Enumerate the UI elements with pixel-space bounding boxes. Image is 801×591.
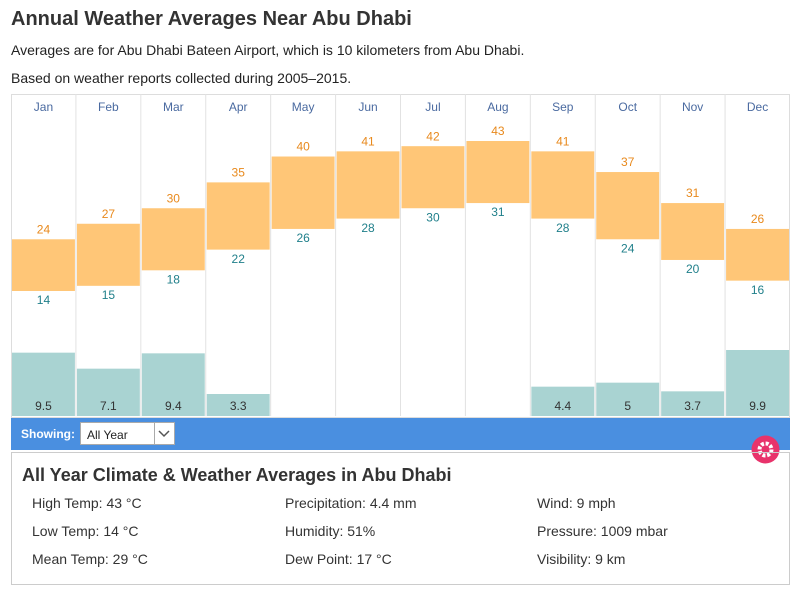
high-label: 27: [102, 207, 116, 221]
precip-bar: [12, 352, 75, 416]
month-label: Jul: [425, 100, 440, 114]
precip-bar: [661, 391, 725, 416]
page-title: Annual Weather Averages Near Abu Dhabi: [11, 8, 412, 30]
summary-title: All Year Climate & Weather Averages in A…: [22, 465, 452, 485]
temp-range-bar: [531, 151, 595, 219]
high-label: 41: [361, 135, 375, 149]
low-label: 30: [426, 210, 440, 224]
low-label: 20: [686, 262, 700, 276]
month-label: Feb: [98, 100, 119, 114]
high-label: 42: [426, 129, 440, 143]
low-label: 31: [491, 205, 505, 219]
precip-bar: [76, 368, 140, 416]
precip-bar: [726, 350, 789, 416]
month-label: Jun: [358, 100, 377, 114]
month-label: Apr: [229, 100, 248, 114]
low-label: 16: [751, 283, 765, 297]
low-label: 26: [296, 231, 310, 245]
precip-label: 9.5: [35, 399, 52, 413]
month-label: Nov: [682, 100, 703, 114]
month-label: Oct: [618, 100, 637, 114]
low-label: 14: [37, 293, 51, 307]
stat: Low Temp: 14 °C: [32, 523, 139, 539]
month-label: Jan: [34, 100, 53, 114]
stat: Pressure: 1009 mbar: [537, 523, 668, 539]
precip-bar: [206, 394, 270, 416]
high-label: 43: [491, 124, 505, 138]
stat: Wind: 9 mph: [537, 495, 616, 511]
temp-range-bar: [271, 156, 335, 229]
stat: Visibility: 9 km: [537, 551, 626, 567]
temp-range-bar: [661, 203, 725, 260]
toolbar: Showing: All Year: [11, 418, 790, 450]
month-label: Dec: [747, 100, 768, 114]
period-select[interactable]: All Year: [80, 422, 175, 445]
month-label: Mar: [163, 100, 184, 114]
temp-range-bar: [401, 146, 465, 209]
temp-range-bar: [726, 228, 789, 281]
precip-label: 9.9: [749, 399, 766, 413]
low-label: 22: [232, 252, 246, 266]
high-label: 26: [751, 212, 765, 226]
temp-range-bar: [336, 151, 400, 219]
low-label: 28: [361, 221, 375, 235]
stat: Humidity: 51%: [285, 523, 376, 539]
precip-bar: [596, 382, 660, 416]
temp-range-bar: [466, 141, 530, 204]
high-label: 37: [621, 155, 635, 169]
low-label: 24: [621, 241, 635, 255]
precip-label: 9.4: [165, 399, 182, 413]
temp-range-bar: [596, 172, 660, 240]
select-value: All Year: [87, 428, 128, 442]
low-label: 18: [167, 272, 181, 286]
low-label: 28: [556, 221, 570, 235]
high-label: 35: [232, 166, 246, 180]
month-label: May: [292, 100, 315, 114]
subtitle: Averages are for Abu Dhabi Bateen Airpor…: [11, 42, 525, 58]
temp-range-bar: [12, 239, 75, 291]
stat: High Temp: 43 °C: [32, 495, 142, 511]
summary-panel: All Year Climate & Weather Averages in A…: [11, 452, 790, 585]
precip-label: 4.4: [554, 399, 571, 413]
high-label: 41: [556, 135, 570, 149]
precip-label: 7.1: [100, 399, 117, 413]
temp-range-bar: [76, 223, 140, 286]
precip-bar: [141, 353, 205, 416]
temp-range-bar: [206, 182, 270, 250]
note: Based on weather reports collected durin…: [11, 70, 352, 86]
chart: Jan 24 14 9.5 Feb 27 15 7.1 Mar 30 18 9.4 Apr 35 22 3.3…: [11, 94, 790, 418]
showing-label: Showing:: [21, 427, 75, 441]
low-label: 15: [102, 288, 116, 302]
precip-bar: [531, 386, 595, 416]
stat: Dew Point: 17 °C: [285, 551, 392, 567]
stat: Precipitation: 4.4 mm: [285, 495, 417, 511]
precip-label: 3.7: [684, 399, 701, 413]
precip-label: 5: [624, 399, 631, 413]
precip-label: 3.3: [230, 399, 247, 413]
high-label: 31: [686, 186, 700, 200]
high-label: 24: [37, 222, 51, 236]
high-label: 40: [296, 140, 310, 154]
select-divider: [154, 423, 155, 444]
stat: Mean Temp: 29 °C: [32, 551, 148, 567]
month-label: Sep: [552, 100, 574, 114]
high-label: 30: [167, 191, 181, 205]
settings-button[interactable]: [751, 435, 780, 464]
month-label: Aug: [487, 100, 508, 114]
temp-range-bar: [141, 208, 205, 271]
dropdown-arrow: [158, 430, 170, 438]
